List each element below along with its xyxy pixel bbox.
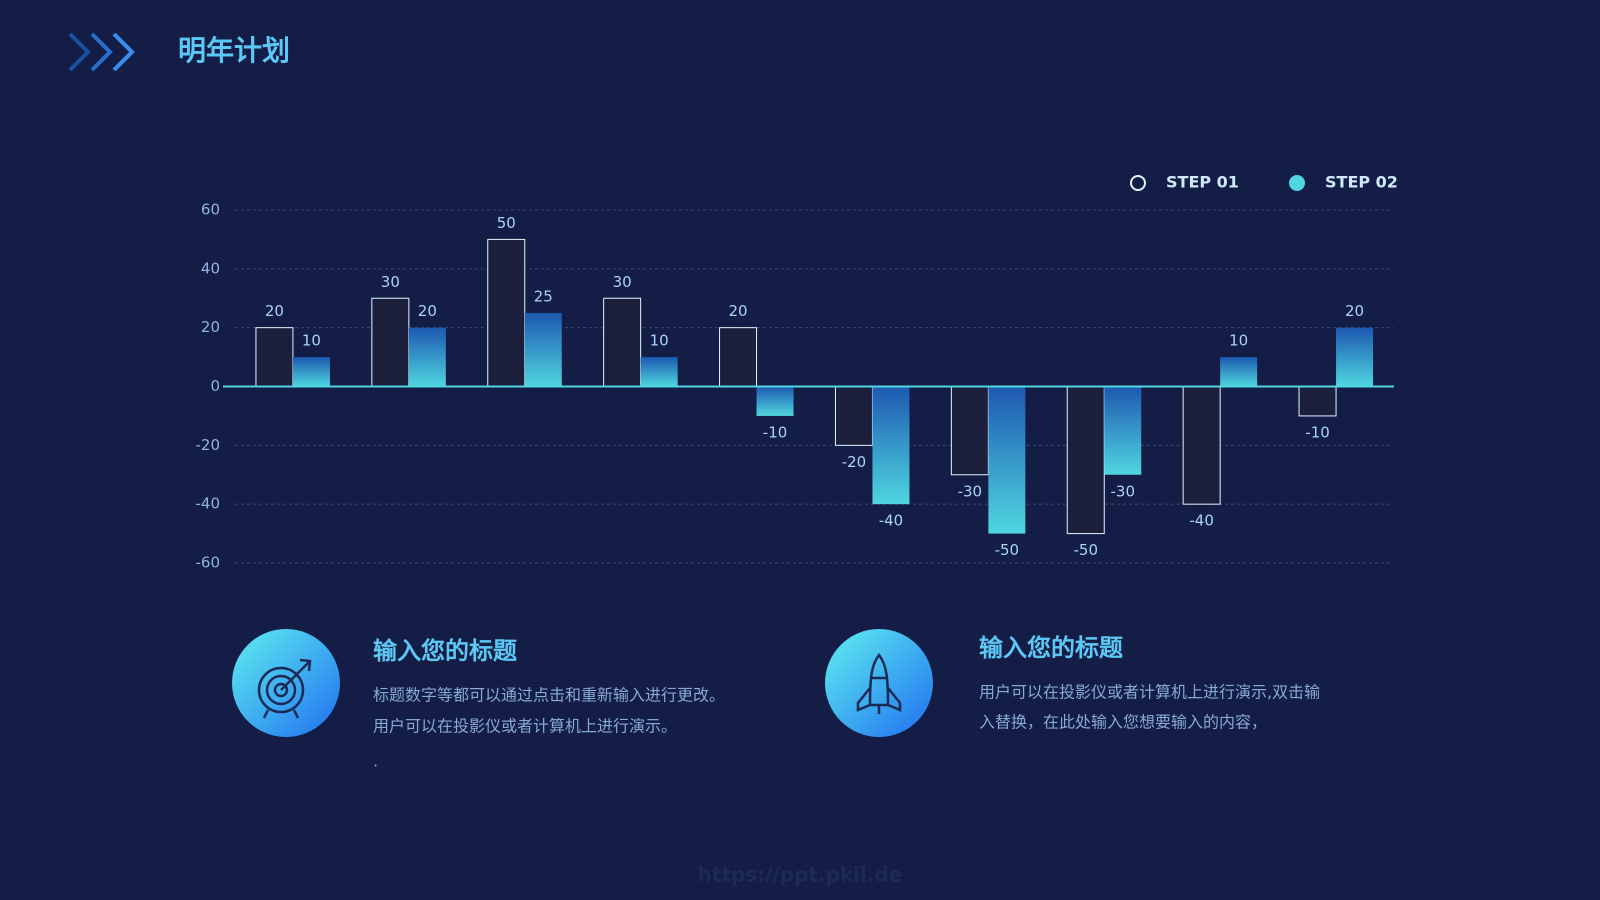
value-label: -30 <box>1111 482 1136 500</box>
value-label: -20 <box>842 453 867 471</box>
card-icon <box>232 629 340 737</box>
card-title: 输入您的标题 <box>373 637 517 665</box>
value-label: 10 <box>650 332 669 350</box>
bar <box>988 386 1026 534</box>
bar <box>524 312 562 387</box>
page-title: 明年计划 <box>178 34 290 67</box>
value-label: 30 <box>381 273 400 291</box>
bar <box>756 386 794 416</box>
bar <box>1220 357 1258 387</box>
chart: -60 -40 -20 0 20 40 60 20 10 30 20 50 25 30 10 20 -10 -20… <box>196 173 1398 572</box>
card-text: . <box>373 752 378 771</box>
legend-label: STEP 01 <box>1166 173 1239 192</box>
y-tick-label: -20 <box>196 436 221 454</box>
rocket-icon <box>856 652 902 714</box>
value-label: 20 <box>265 302 284 320</box>
bar <box>950 386 989 476</box>
card-text: 入替换，在此处输入您想要输入的内容， <box>979 713 1267 732</box>
bar <box>255 327 294 387</box>
value-label: 30 <box>613 273 632 291</box>
value-label: -10 <box>1305 423 1330 441</box>
y-tick-label: 40 <box>201 259 220 277</box>
bar <box>1182 386 1221 505</box>
card-1: 输入您的标题 标题数字等都可以通过点击和重新输入进行更改。 用户可以在投影仪或者… <box>232 629 725 771</box>
value-label: -30 <box>958 482 983 500</box>
bar <box>292 357 330 387</box>
card-text: 用户可以在投影仪或者计算机上进行演示。 <box>373 717 677 736</box>
card-2: 输入您的标题 用户可以在投影仪或者计算机上进行演示,双击输 入替换，在此处输入您… <box>825 629 1320 737</box>
y-tick-label: 20 <box>201 318 220 336</box>
legend-label: STEP 02 <box>1325 173 1398 192</box>
value-label: 10 <box>1229 332 1248 350</box>
y-tick-label: -60 <box>196 554 221 572</box>
value-label: -50 <box>1074 541 1099 559</box>
value-label: 20 <box>729 302 748 320</box>
bar <box>1066 386 1105 535</box>
bar <box>408 327 446 387</box>
card-icon <box>825 629 933 737</box>
value-label: -50 <box>995 541 1020 559</box>
card-title: 输入您的标题 <box>979 634 1123 662</box>
bar <box>719 327 758 387</box>
legend-marker <box>1130 175 1146 191</box>
bar <box>1104 386 1142 475</box>
value-label: 10 <box>302 332 321 350</box>
card-text: 用户可以在投影仪或者计算机上进行演示,双击输 <box>979 683 1320 702</box>
value-label: 20 <box>418 302 437 320</box>
bar <box>1336 327 1374 387</box>
bar <box>834 386 873 446</box>
value-label: -10 <box>763 423 788 441</box>
value-label: -40 <box>879 512 904 530</box>
bar <box>640 357 678 387</box>
bar <box>872 386 910 505</box>
card-text: 标题数字等都可以通过点击和重新输入进行更改。 <box>373 686 725 705</box>
bar <box>603 297 642 387</box>
y-tick-label: 0 <box>210 377 220 395</box>
legend-marker <box>1289 175 1305 191</box>
bar <box>487 238 526 387</box>
value-label: 20 <box>1345 302 1364 320</box>
bar <box>1298 386 1337 417</box>
value-label: 50 <box>497 214 516 232</box>
target-icon <box>257 658 312 719</box>
bar <box>371 297 410 387</box>
y-tick-label: 60 <box>201 201 220 219</box>
y-tick-label: -40 <box>196 495 221 513</box>
chevrons <box>68 32 135 72</box>
value-label: 25 <box>534 287 553 305</box>
value-label: -40 <box>1189 512 1214 530</box>
watermark: https://ppt.pkil.de <box>698 863 903 887</box>
